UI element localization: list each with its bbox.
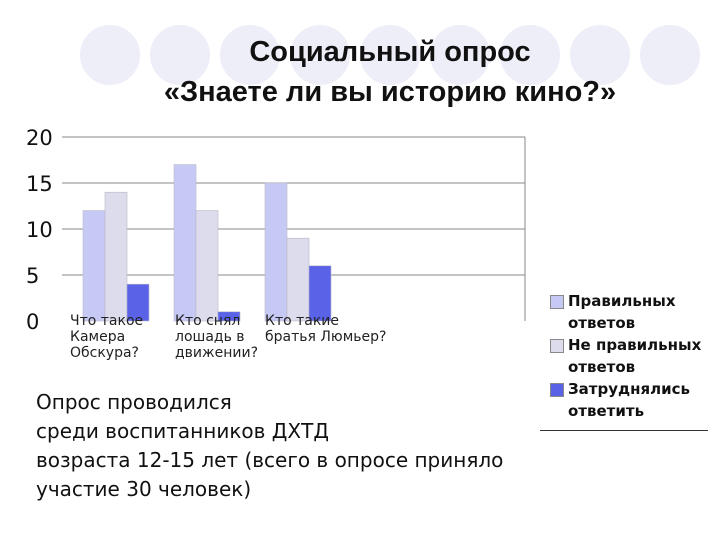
chart-legend: Правильных ответов Не правильных ответов… bbox=[548, 290, 718, 422]
legend-label-unsure-line-1: Затруднялись bbox=[568, 380, 690, 398]
legend-item-incorrect: Не правильных ответов bbox=[548, 334, 718, 378]
bar bbox=[286, 237, 310, 322]
x-category-label: Кто такие братья Люмьер? bbox=[265, 313, 386, 345]
decor-circle bbox=[146, 21, 214, 89]
legend-label-incorrect-line-2: ответов bbox=[568, 358, 636, 376]
bar bbox=[308, 265, 332, 322]
x-category-label-line: лошадь в bbox=[175, 329, 245, 345]
decor-circle bbox=[496, 21, 564, 89]
y-tick-label: 10 bbox=[26, 218, 53, 242]
decor-circle bbox=[76, 21, 144, 89]
y-tick-label: 5 bbox=[26, 264, 39, 288]
bar bbox=[264, 182, 288, 322]
title-line-1: Социальный опрос bbox=[249, 36, 531, 68]
legend-label-incorrect-line-1: Не правильных bbox=[568, 336, 702, 354]
decor-circle bbox=[426, 21, 494, 89]
note-line: Опрос проводился bbox=[36, 390, 232, 414]
decor-circle bbox=[286, 21, 354, 89]
x-category-label-line: Что такое bbox=[70, 313, 143, 329]
y-tick-label: 20 bbox=[26, 126, 53, 150]
legend-item-unsure: Затруднялись ответить bbox=[548, 378, 718, 422]
legend-swatch-unsure bbox=[550, 383, 564, 397]
legend-divider bbox=[540, 430, 708, 431]
bar bbox=[82, 210, 106, 322]
y-tick-label: 15 bbox=[26, 172, 53, 196]
decor-circle bbox=[566, 21, 634, 89]
note-line: участие 30 человек) bbox=[36, 477, 252, 501]
decor-circle bbox=[216, 21, 284, 89]
bar bbox=[173, 164, 197, 322]
x-category-label: Что такое Камера Обскура? bbox=[70, 313, 143, 361]
title-line-2: «Знаете ли вы историю кино?» bbox=[163, 76, 617, 108]
decor-circle bbox=[636, 21, 704, 89]
x-category-label-line: Кто такие bbox=[265, 313, 339, 329]
x-category-label-line: Кто снял bbox=[175, 313, 240, 329]
y-tick-label: 0 bbox=[26, 310, 39, 334]
bar-chart: 0 5 10 15 20 Что такое Камера Обскура? Кто снял л… bbox=[26, 126, 526, 361]
legend-label-unsure-line-2: ответить bbox=[568, 402, 645, 420]
bar bbox=[104, 191, 128, 322]
x-category-label-line: братья Люмьер? bbox=[265, 329, 386, 345]
legend-swatch-correct bbox=[550, 295, 564, 309]
legend-swatch-incorrect bbox=[550, 339, 564, 353]
slide-title: Социальный опрос «Знаете ли вы историю к… bbox=[60, 32, 720, 112]
note-line: возраста 12-15 лет (всего в опросе приня… bbox=[36, 448, 504, 472]
legend-item-correct: Правильных ответов bbox=[548, 290, 718, 334]
legend-label-correct-line-2: ответов bbox=[568, 314, 636, 332]
decor-circle bbox=[356, 21, 424, 89]
bar bbox=[217, 311, 241, 322]
bar bbox=[195, 210, 219, 322]
x-category-label-line: Камера bbox=[70, 329, 125, 345]
note-line: среди воспитанников ДХТД bbox=[36, 419, 329, 443]
survey-note: Опрос проводился среди воспитанников ДХТ… bbox=[36, 388, 556, 504]
bar bbox=[126, 283, 150, 322]
x-category-label: Кто снял лошадь в движении? bbox=[175, 313, 258, 361]
x-category-label-line: движении? bbox=[175, 345, 258, 361]
legend-label-correct-line-1: Правильных bbox=[568, 292, 676, 310]
x-category-label-line: Обскура? bbox=[70, 345, 139, 361]
decorative-circles bbox=[76, 21, 704, 89]
